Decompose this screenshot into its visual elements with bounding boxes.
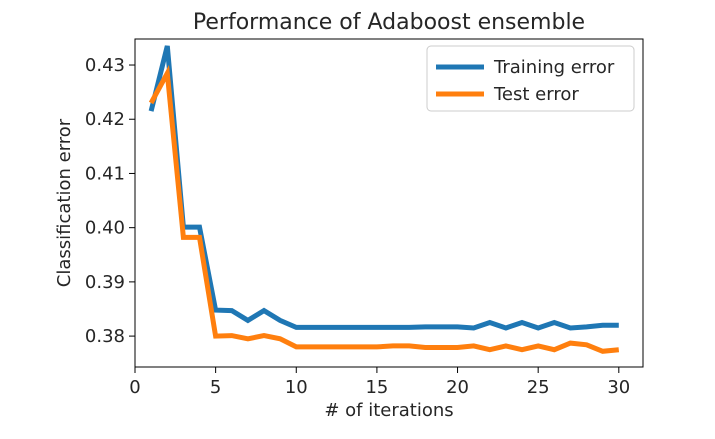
x-axis-ticks: 0 5 10 15 20 25 30 <box>129 367 630 398</box>
legend-label-test-error: Test error <box>493 84 579 105</box>
series-line-test-error <box>148 64 620 354</box>
x-tick-label: 30 <box>607 377 630 398</box>
x-tick-label: 25 <box>527 377 550 398</box>
legend-label-training-error: Training error <box>493 57 615 78</box>
y-axis-ticks: 0.38 0.39 0.40 0.41 0.42 0.43 <box>85 55 135 347</box>
series-line-training-error <box>148 45 619 331</box>
y-tick-label: 0.42 <box>85 109 125 130</box>
y-tick-label: 0.41 <box>85 163 125 184</box>
y-tick-label: 0.40 <box>85 218 125 239</box>
x-tick-label: 20 <box>446 377 469 398</box>
x-tick-label: 5 <box>210 377 221 398</box>
y-axis-label: Classification error <box>54 118 75 287</box>
x-tick-label: 0 <box>129 377 140 398</box>
x-axis-label: # of iterations <box>324 400 453 421</box>
x-tick-label: 15 <box>365 377 388 398</box>
series-layer <box>148 45 620 354</box>
plot-frame <box>134 38 644 368</box>
y-tick-label: 0.43 <box>85 55 125 76</box>
legend: Training error Test error <box>426 45 635 112</box>
y-tick-label: 0.38 <box>85 326 125 347</box>
x-tick-label: 10 <box>285 377 308 398</box>
y-tick-label: 0.39 <box>85 272 125 293</box>
chart-title: Performance of Adaboost ensemble <box>193 10 585 35</box>
